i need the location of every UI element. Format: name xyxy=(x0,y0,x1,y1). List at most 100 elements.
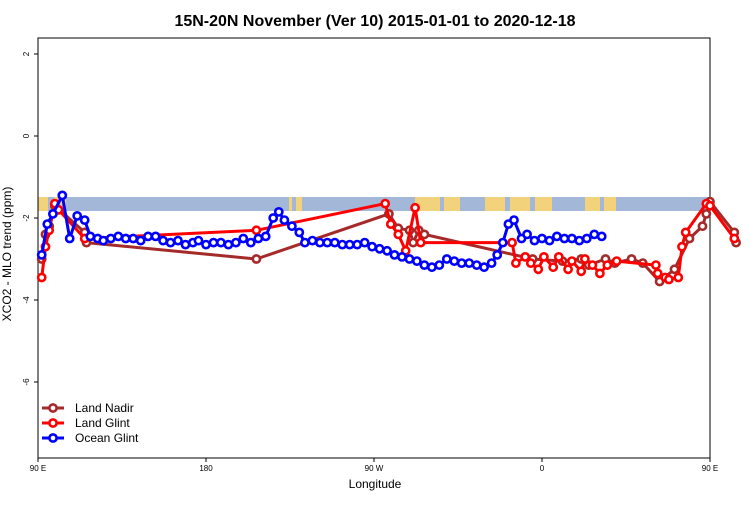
data-point xyxy=(180,239,191,250)
data-point xyxy=(329,237,340,248)
data-point xyxy=(652,268,663,279)
data-point xyxy=(307,235,318,246)
y-tick-label: 2 xyxy=(22,51,31,56)
data-point xyxy=(150,231,161,242)
data-point xyxy=(64,233,75,244)
data-point xyxy=(415,237,426,248)
data-point xyxy=(587,260,598,270)
series-land-glint xyxy=(36,198,740,285)
data-point xyxy=(143,231,153,242)
land-strip xyxy=(296,197,302,211)
data-point xyxy=(492,249,503,260)
data-point xyxy=(48,208,58,219)
series-layer xyxy=(36,190,741,287)
data-point xyxy=(352,239,363,250)
data-point xyxy=(158,235,168,246)
data-point xyxy=(525,258,536,268)
data-point xyxy=(552,231,562,242)
series-line xyxy=(40,202,736,281)
legend-label: Land Glint xyxy=(75,416,130,430)
data-point xyxy=(419,229,430,240)
data-point xyxy=(522,229,532,240)
x-tick-label: 90 E xyxy=(702,464,718,473)
y-tick-label: -2 xyxy=(22,214,31,222)
data-point xyxy=(464,258,475,268)
y-tick-label: -4 xyxy=(22,296,31,304)
data-point xyxy=(393,229,404,240)
data-point xyxy=(567,256,577,266)
data-point xyxy=(120,233,131,244)
legend-swatch-marker xyxy=(48,403,58,413)
data-point xyxy=(509,215,519,225)
x-axis-label: Longitude xyxy=(349,477,402,491)
y-axis-label: XCO2 - MLO trend (ppm) xyxy=(0,187,14,322)
data-point xyxy=(380,198,391,209)
data-point xyxy=(520,251,531,262)
legend-swatch-marker xyxy=(48,433,58,443)
data-point xyxy=(251,225,262,236)
y-tick-label: -6 xyxy=(22,378,31,386)
chart-title: 15N-20N November (Ver 10) 2015-01-01 to … xyxy=(174,13,575,30)
data-point xyxy=(251,254,262,264)
series-ocean-glint xyxy=(36,190,607,273)
data-point xyxy=(193,235,204,246)
data-point xyxy=(230,237,241,248)
data-point xyxy=(128,233,139,244)
data-point xyxy=(680,227,691,238)
data-point xyxy=(273,206,284,217)
data-point xyxy=(397,251,407,262)
land-strip xyxy=(415,197,440,211)
data-point xyxy=(441,254,452,264)
axes: 90 E 180 90 W 0 90 E 2 0 -2 -4 -6 xyxy=(22,51,718,473)
data-point xyxy=(165,237,176,248)
data-point xyxy=(268,213,279,223)
data-point xyxy=(374,243,385,254)
land-strip xyxy=(38,197,48,211)
land-strip xyxy=(289,197,292,211)
land-strip xyxy=(585,197,600,211)
data-point xyxy=(697,221,708,232)
data-point xyxy=(497,237,508,248)
land-strip xyxy=(444,197,460,211)
data-point xyxy=(539,251,549,262)
data-point xyxy=(544,235,555,246)
data-point xyxy=(651,260,661,270)
x-tick-label: 180 xyxy=(199,464,213,473)
data-point xyxy=(36,272,47,283)
data-point xyxy=(664,274,674,285)
data-point xyxy=(537,233,547,244)
data-point xyxy=(533,264,544,275)
data-point xyxy=(238,233,249,244)
data-point xyxy=(245,237,256,248)
legend-label: Land Nadir xyxy=(75,401,134,415)
data-point xyxy=(419,260,430,270)
x-tick-label: 0 xyxy=(540,464,545,473)
data-point xyxy=(215,237,226,248)
data-point xyxy=(382,245,392,256)
data-point xyxy=(434,260,445,270)
data-point xyxy=(135,235,146,246)
data-point xyxy=(705,200,715,211)
data-point xyxy=(98,235,109,246)
data-point xyxy=(576,266,587,277)
map-band xyxy=(38,197,709,211)
x-tick-label: 90 W xyxy=(365,464,384,473)
land-strip xyxy=(485,197,505,211)
data-point xyxy=(589,229,600,240)
data-point xyxy=(260,231,271,242)
land-strip xyxy=(604,197,616,211)
data-point xyxy=(36,249,47,260)
data-point xyxy=(410,202,420,213)
data-point xyxy=(673,272,684,283)
y-tick-label: 0 xyxy=(22,133,31,138)
data-point xyxy=(299,237,310,248)
data-point xyxy=(294,227,305,238)
data-point xyxy=(57,190,68,201)
data-point xyxy=(344,239,355,250)
data-point xyxy=(456,258,467,268)
data-point xyxy=(553,251,564,262)
data-point xyxy=(479,262,489,273)
data-point xyxy=(408,237,419,248)
data-point xyxy=(581,233,592,244)
data-point xyxy=(669,264,680,275)
